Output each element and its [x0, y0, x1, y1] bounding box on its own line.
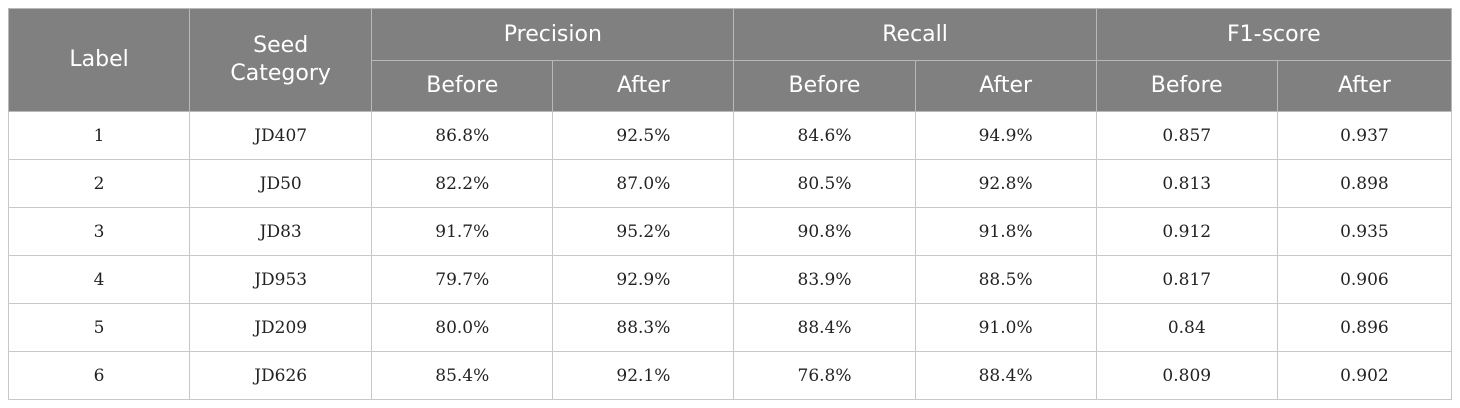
table-row: 2 JD50 82.2% 87.0% 80.5% 92.8% 0.813 0.8…: [7, 159, 1453, 208]
results-table: Label Seed Category Precision Recall F1-…: [7, 8, 1453, 400]
header-label: Label: [7, 8, 191, 112]
cell-precision-after: 95.2%: [552, 207, 735, 256]
cell-recall-after: 88.5%: [914, 255, 1097, 304]
cell-f1-before: 0.84: [1095, 303, 1278, 352]
cell-precision-before: 79.7%: [371, 255, 554, 304]
table-row: 6 JD626 85.4% 92.1% 76.8% 88.4% 0.809 0.…: [7, 351, 1453, 400]
cell-recall-before: 90.8%: [733, 207, 916, 256]
cell-label: 6: [7, 351, 191, 400]
cell-precision-after: 92.5%: [552, 111, 735, 160]
table-row: 1 JD407 86.8% 92.5% 84.6% 94.9% 0.857 0.…: [7, 111, 1453, 160]
header-f1-score: F1-score: [1095, 8, 1453, 61]
cell-f1-after: 0.902: [1276, 351, 1453, 400]
cell-precision-after: 92.9%: [552, 255, 735, 304]
cell-f1-before: 0.857: [1095, 111, 1278, 160]
cell-f1-before: 0.813: [1095, 159, 1278, 208]
cell-recall-before: 88.4%: [733, 303, 916, 352]
cell-seed-category: JD407: [189, 111, 373, 160]
cell-seed-category: JD626: [189, 351, 373, 400]
subheader-f1-before: Before: [1095, 60, 1278, 112]
header-row-subheaders: Before After Before After Before After: [9, 60, 1453, 112]
cell-precision-before: 82.2%: [371, 159, 554, 208]
cell-seed-category: JD953: [189, 255, 373, 304]
header-seed-category: Seed Category: [189, 8, 373, 112]
table-row: 4 JD953 79.7% 92.9% 83.9% 88.5% 0.817 0.…: [7, 255, 1453, 304]
cell-f1-after: 0.896: [1276, 303, 1453, 352]
cell-seed-category: JD209: [189, 303, 373, 352]
cell-recall-before: 84.6%: [733, 111, 916, 160]
cell-f1-after: 0.935: [1276, 207, 1453, 256]
cell-precision-before: 91.7%: [371, 207, 554, 256]
cell-recall-after: 88.4%: [914, 351, 1097, 400]
header-recall: Recall: [733, 8, 1097, 61]
cell-recall-after: 92.8%: [914, 159, 1097, 208]
subheader-recall-before: Before: [733, 60, 916, 112]
subheader-recall-after: After: [914, 60, 1097, 112]
header-precision: Precision: [371, 8, 735, 61]
table-row: 3 JD83 91.7% 95.2% 90.8% 91.8% 0.912 0.9…: [7, 207, 1453, 256]
cell-f1-after: 0.906: [1276, 255, 1453, 304]
cell-recall-after: 91.0%: [914, 303, 1097, 352]
cell-f1-before: 0.912: [1095, 207, 1278, 256]
cell-precision-before: 80.0%: [371, 303, 554, 352]
cell-label: 2: [7, 159, 191, 208]
cell-label: 5: [7, 303, 191, 352]
cell-precision-before: 85.4%: [371, 351, 554, 400]
header-seed-category-line1: Seed: [253, 33, 309, 58]
header-seed-category-line2: Category: [230, 61, 331, 86]
cell-label: 4: [7, 255, 191, 304]
subheader-precision-after: After: [552, 60, 735, 112]
cell-f1-before: 0.809: [1095, 351, 1278, 400]
table-row: 5 JD209 80.0% 88.3% 88.4% 91.0% 0.84 0.8…: [7, 303, 1453, 352]
results-table-container: Label Seed Category Precision Recall F1-…: [7, 8, 1453, 400]
cell-f1-after: 0.898: [1276, 159, 1453, 208]
cell-precision-after: 88.3%: [552, 303, 735, 352]
cell-recall-after: 91.8%: [914, 207, 1097, 256]
subheader-f1-after: After: [1276, 60, 1453, 112]
header-row-groups: Label Seed Category Precision Recall F1-…: [7, 8, 1453, 112]
cell-precision-after: 87.0%: [552, 159, 735, 208]
cell-recall-after: 94.9%: [914, 111, 1097, 160]
cell-precision-before: 86.8%: [371, 111, 554, 160]
cell-precision-after: 92.1%: [552, 351, 735, 400]
cell-f1-after: 0.937: [1276, 111, 1453, 160]
cell-recall-before: 80.5%: [733, 159, 916, 208]
cell-recall-before: 83.9%: [733, 255, 916, 304]
cell-label: 1: [7, 111, 191, 160]
cell-recall-before: 76.8%: [733, 351, 916, 400]
cell-seed-category: JD83: [189, 207, 373, 256]
cell-seed-category: JD50: [189, 159, 373, 208]
subheader-precision-before: Before: [371, 60, 554, 112]
cell-f1-before: 0.817: [1095, 255, 1278, 304]
cell-label: 3: [7, 207, 191, 256]
